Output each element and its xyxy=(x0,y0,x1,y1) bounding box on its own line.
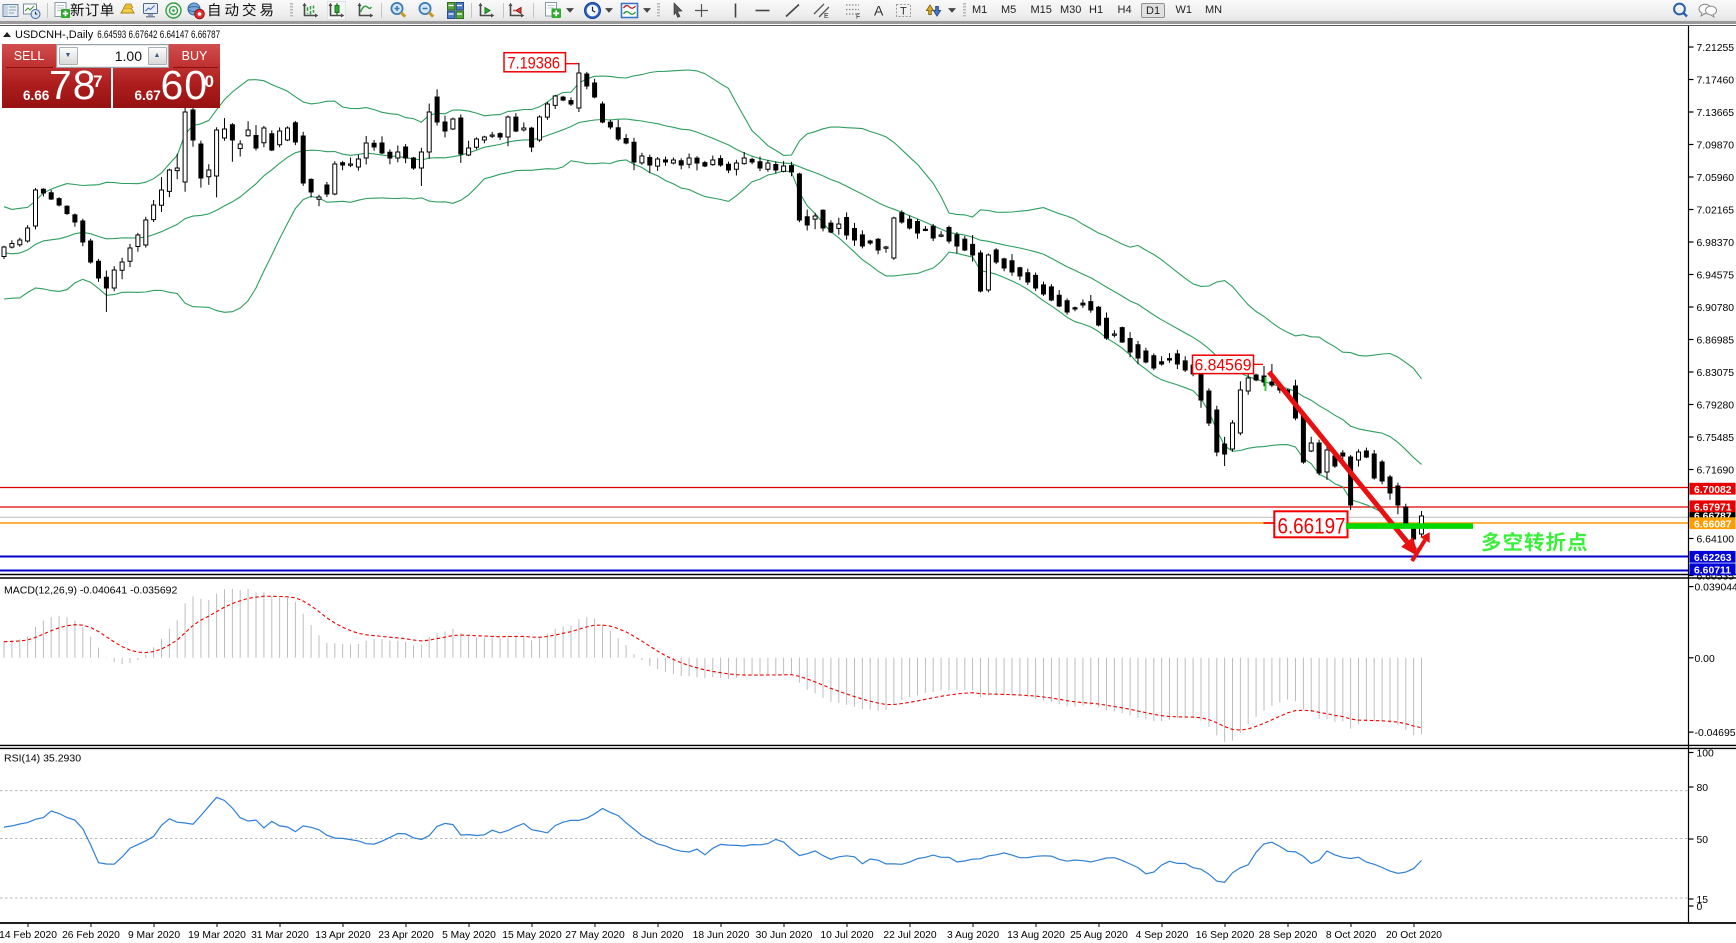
svg-text:6.70082: 6.70082 xyxy=(1694,485,1732,496)
svg-text:26 Feb 2020: 26 Feb 2020 xyxy=(62,930,120,941)
svg-text:6.71690: 6.71690 xyxy=(1697,466,1735,477)
svg-text:RSI(14) 35.2930: RSI(14) 35.2930 xyxy=(4,753,81,765)
svg-text:100: 100 xyxy=(1697,749,1715,760)
svg-text:7.05960: 7.05960 xyxy=(1697,173,1735,184)
svg-text:31 Mar 2020: 31 Mar 2020 xyxy=(251,930,309,941)
svg-text:50: 50 xyxy=(1697,835,1709,846)
svg-text:14 Feb 2020: 14 Feb 2020 xyxy=(0,930,57,941)
svg-text:6.83075: 6.83075 xyxy=(1697,368,1735,379)
svg-text:7.02165: 7.02165 xyxy=(1697,206,1735,217)
svg-text:3 Aug 2020: 3 Aug 2020 xyxy=(947,930,999,941)
svg-text:25 Aug 2020: 25 Aug 2020 xyxy=(1070,930,1128,941)
svg-text:6.66787: 6.66787 xyxy=(1694,512,1732,523)
svg-text:80: 80 xyxy=(1697,783,1709,794)
svg-text:19 Mar 2020: 19 Mar 2020 xyxy=(188,930,246,941)
svg-text:6.98370: 6.98370 xyxy=(1697,238,1735,249)
svg-text:6.66087: 6.66087 xyxy=(1694,519,1732,530)
svg-text:6.94575: 6.94575 xyxy=(1697,271,1735,282)
svg-text:23 Apr 2020: 23 Apr 2020 xyxy=(378,930,434,941)
svg-text:E: E xyxy=(824,13,829,20)
svg-text:13 Aug 2020: 13 Aug 2020 xyxy=(1007,930,1065,941)
svg-text:MACD(12,26,9) -0.040641 -0.035: MACD(12,26,9) -0.040641 -0.035692 xyxy=(4,585,178,597)
svg-text:7.21255: 7.21255 xyxy=(1697,43,1735,54)
svg-text:6.86985: 6.86985 xyxy=(1697,336,1735,347)
svg-text:8 Oct 2020: 8 Oct 2020 xyxy=(1326,930,1377,941)
svg-text:6.75485: 6.75485 xyxy=(1697,433,1735,444)
svg-text:20 Oct 2020: 20 Oct 2020 xyxy=(1386,930,1442,941)
svg-text:9 Mar 2020: 9 Mar 2020 xyxy=(128,930,180,941)
svg-text:4 Sep 2020: 4 Sep 2020 xyxy=(1136,930,1189,941)
svg-text:7.13665: 7.13665 xyxy=(1697,108,1735,119)
svg-text:6.66197: 6.66197 xyxy=(1278,514,1346,539)
svg-text:0.039044: 0.039044 xyxy=(1695,583,1736,594)
svg-text:0: 0 xyxy=(1697,902,1703,913)
svg-text:8 Jun 2020: 8 Jun 2020 xyxy=(633,930,684,941)
svg-text:22 Jul 2020: 22 Jul 2020 xyxy=(883,930,937,941)
svg-text:7.17460: 7.17460 xyxy=(1697,76,1735,87)
svg-text:0.00: 0.00 xyxy=(1695,654,1715,665)
svg-text:6.64100: 6.64100 xyxy=(1697,535,1735,546)
svg-text:6.84569: 6.84569 xyxy=(1195,357,1252,375)
svg-text:F: F xyxy=(856,14,860,21)
svg-text:13 Apr 2020: 13 Apr 2020 xyxy=(315,930,371,941)
svg-text:T: T xyxy=(900,6,907,18)
svg-text:16 Sep 2020: 16 Sep 2020 xyxy=(1196,930,1255,941)
svg-text:6.67971: 6.67971 xyxy=(1694,503,1732,514)
svg-text:A: A xyxy=(874,3,884,19)
svg-text:18 Jun 2020: 18 Jun 2020 xyxy=(693,930,750,941)
svg-text:6.79280: 6.79280 xyxy=(1697,401,1735,412)
svg-text:7.19386: 7.19386 xyxy=(508,54,561,72)
svg-text:7.09870: 7.09870 xyxy=(1697,141,1735,152)
svg-text:-0.046959: -0.046959 xyxy=(1695,728,1736,739)
svg-text:15: 15 xyxy=(1697,895,1709,906)
svg-text:27 May 2020: 27 May 2020 xyxy=(565,930,625,941)
svg-text:6.60711: 6.60711 xyxy=(1694,566,1731,577)
svg-text:5 May 2020: 5 May 2020 xyxy=(442,930,496,941)
svg-text:10 Jul 2020: 10 Jul 2020 xyxy=(820,930,874,941)
svg-text:28 Sep 2020: 28 Sep 2020 xyxy=(1259,930,1318,941)
svg-text:6.62263: 6.62263 xyxy=(1694,553,1732,564)
svg-text:30 Jun 2020: 30 Jun 2020 xyxy=(756,930,813,941)
svg-text:6.60535: 6.60535 xyxy=(1697,572,1735,583)
svg-text:6.90780: 6.90780 xyxy=(1697,303,1735,314)
svg-text:15 May 2020: 15 May 2020 xyxy=(502,930,562,941)
